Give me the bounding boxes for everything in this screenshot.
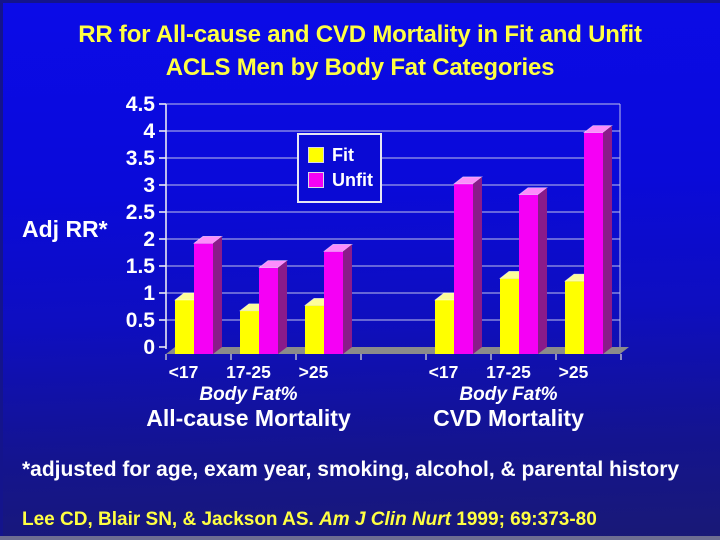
citation-year-pages: 1999; 69:373-80 — [456, 509, 597, 530]
svg-text:>25: >25 — [559, 362, 589, 382]
chart-legend: Fit Unfit — [297, 133, 382, 203]
legend-item-unfit: Unfit — [308, 169, 373, 191]
svg-text:4.5: 4.5 — [126, 93, 156, 116]
slide-border-top — [0, 0, 720, 3]
slide-title-line2: ACLS Men by Body Fat Categories — [165, 54, 555, 81]
citation-authors: Lee CD, Blair SN, & Jackson AS. — [22, 509, 320, 530]
footnote: *adjusted for age, exam year, smoking, a… — [22, 458, 680, 481]
svg-text:2: 2 — [143, 228, 155, 251]
svg-text:Body Fat%: Body Fat% — [199, 384, 297, 405]
legend-label-unfit: Unfit — [332, 170, 373, 190]
svg-text:0: 0 — [143, 336, 155, 359]
svg-text:4: 4 — [143, 120, 155, 143]
unfit-swatch — [308, 172, 324, 188]
svg-text:0.5: 0.5 — [126, 309, 156, 332]
slide-title-line1: RR for All-cause and CVD Mortality in Fi… — [78, 21, 642, 48]
svg-text:Body Fat%: Body Fat% — [459, 384, 557, 405]
fit-swatch — [308, 147, 324, 163]
svg-text:<17: <17 — [429, 362, 459, 382]
citation-journal: Am J Clin Nurt — [319, 509, 457, 530]
svg-text:>25: >25 — [299, 362, 329, 382]
svg-text:CVD Mortality: CVD Mortality — [433, 405, 584, 431]
svg-text:1: 1 — [143, 282, 155, 305]
slide-title: RR for All-cause and CVD Mortality in Fi… — [0, 18, 720, 84]
svg-text:<17: <17 — [169, 362, 199, 382]
slide-border-left — [0, 0, 3, 540]
citation: Lee CD, Blair SN, & Jackson AS. Am J Cli… — [22, 509, 712, 531]
svg-text:17-25: 17-25 — [486, 362, 531, 382]
y-axis-title: Adj RR* — [22, 216, 108, 242]
svg-text:All-cause Mortality: All-cause Mortality — [146, 405, 351, 431]
slide-border-bottom — [0, 536, 720, 540]
legend-label-fit: Fit — [332, 145, 354, 165]
legend-item-fit: Fit — [308, 144, 372, 166]
svg-text:2.5: 2.5 — [126, 201, 156, 224]
svg-text:1.5: 1.5 — [126, 255, 156, 278]
svg-text:3: 3 — [143, 174, 155, 197]
svg-text:17-25: 17-25 — [226, 362, 271, 382]
svg-text:3.5: 3.5 — [126, 147, 156, 170]
